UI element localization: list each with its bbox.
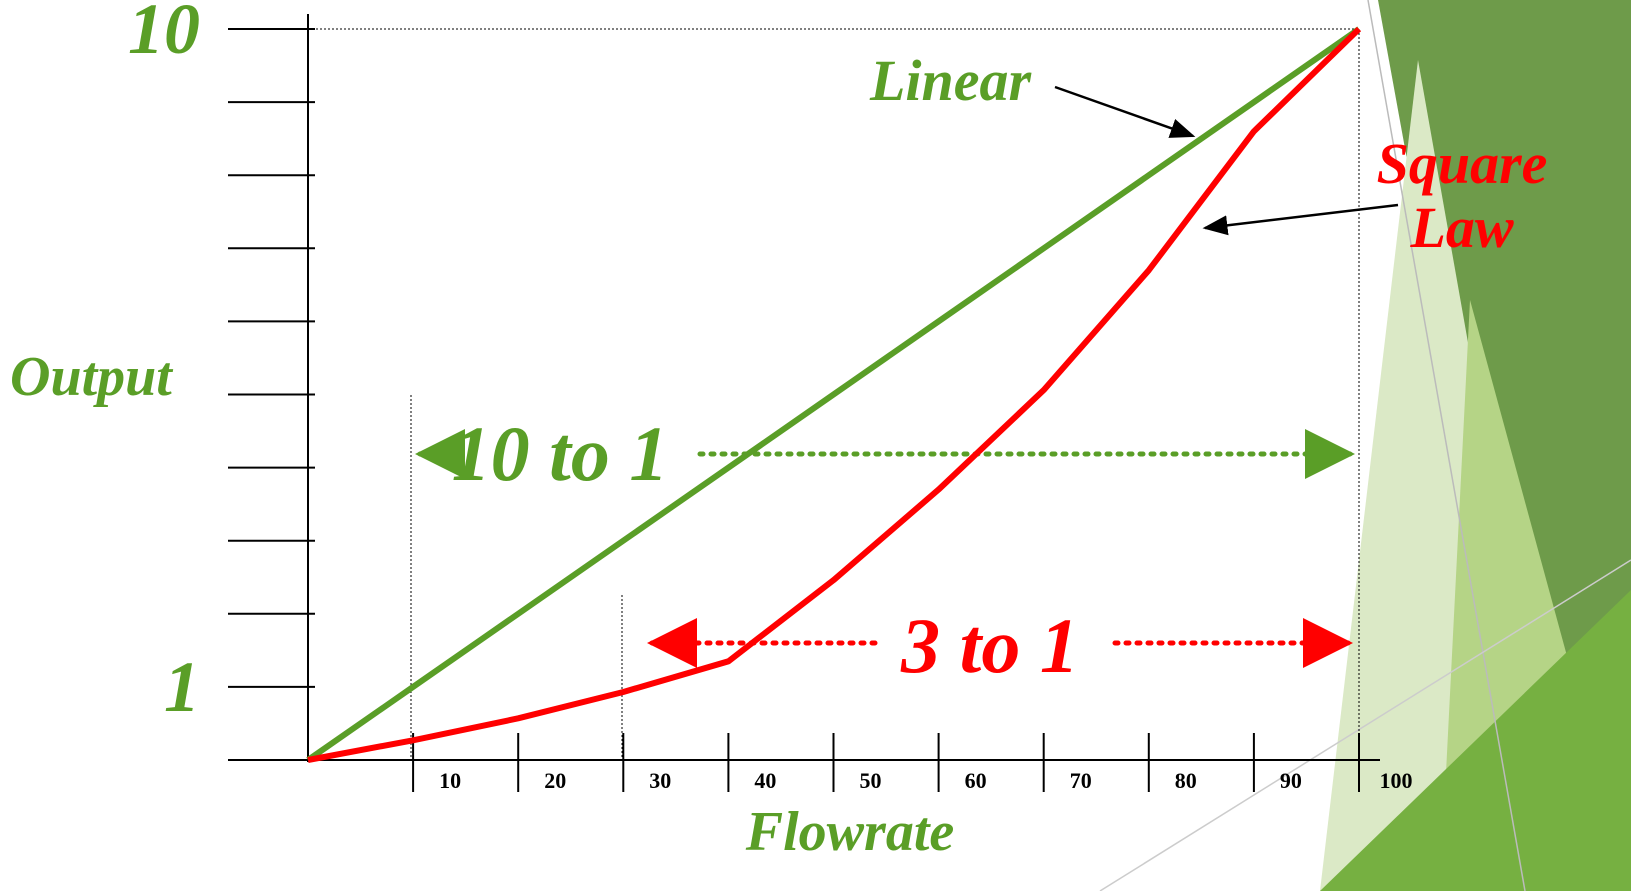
slide: Linear Output Flowrate 10 to 1 3 to 1 1 1…: [0, 0, 1631, 891]
x-tick-label: 50: [860, 768, 882, 793]
annotation: 10 to 1: [452, 410, 669, 497]
x-tick-label: 30: [649, 768, 671, 793]
y-tick-label: 10: [128, 0, 200, 69]
x-tick-label: 90: [1280, 768, 1302, 793]
x-tick-label: 10: [439, 768, 461, 793]
annotation: 3 to 1: [900, 602, 1079, 689]
x-tick-label: 70: [1070, 768, 1092, 793]
x-tick-label: 20: [544, 768, 566, 793]
axes: [228, 14, 1380, 762]
series-label: Square Law: [1362, 132, 1562, 260]
x-tick-label: 60: [965, 768, 987, 793]
x-axis-label: Flowrate: [745, 801, 954, 863]
y-tick-label: 1: [164, 647, 200, 727]
x-tick-label: 100: [1380, 768, 1413, 793]
y-axis-label: Output: [10, 346, 173, 408]
series-label: Linear: [869, 48, 1032, 113]
series-line: [308, 29, 1359, 760]
x-tick-label: 80: [1175, 768, 1197, 793]
x-tick-label: 40: [754, 768, 776, 793]
